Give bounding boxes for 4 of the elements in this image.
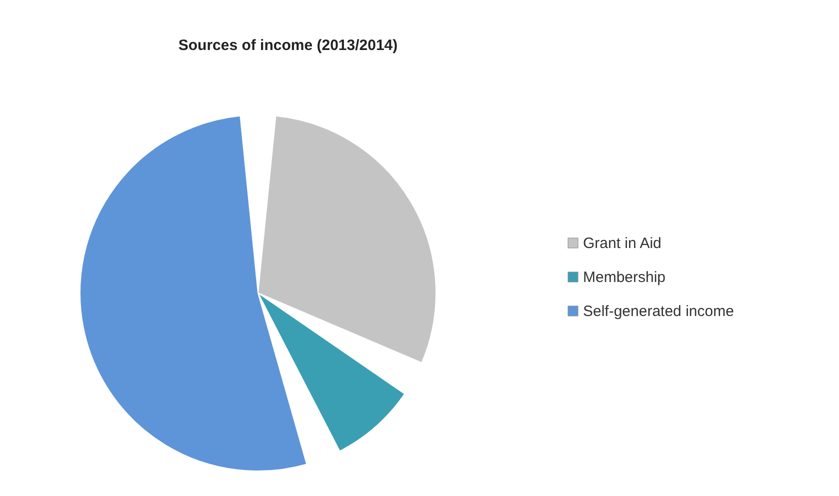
chart-title: Sources of income (2013/2014) xyxy=(178,37,398,54)
legend-label: Grant in Aid xyxy=(583,235,662,252)
legend-label: Self-generated income xyxy=(583,303,734,320)
legend-label: Membership xyxy=(583,269,666,286)
